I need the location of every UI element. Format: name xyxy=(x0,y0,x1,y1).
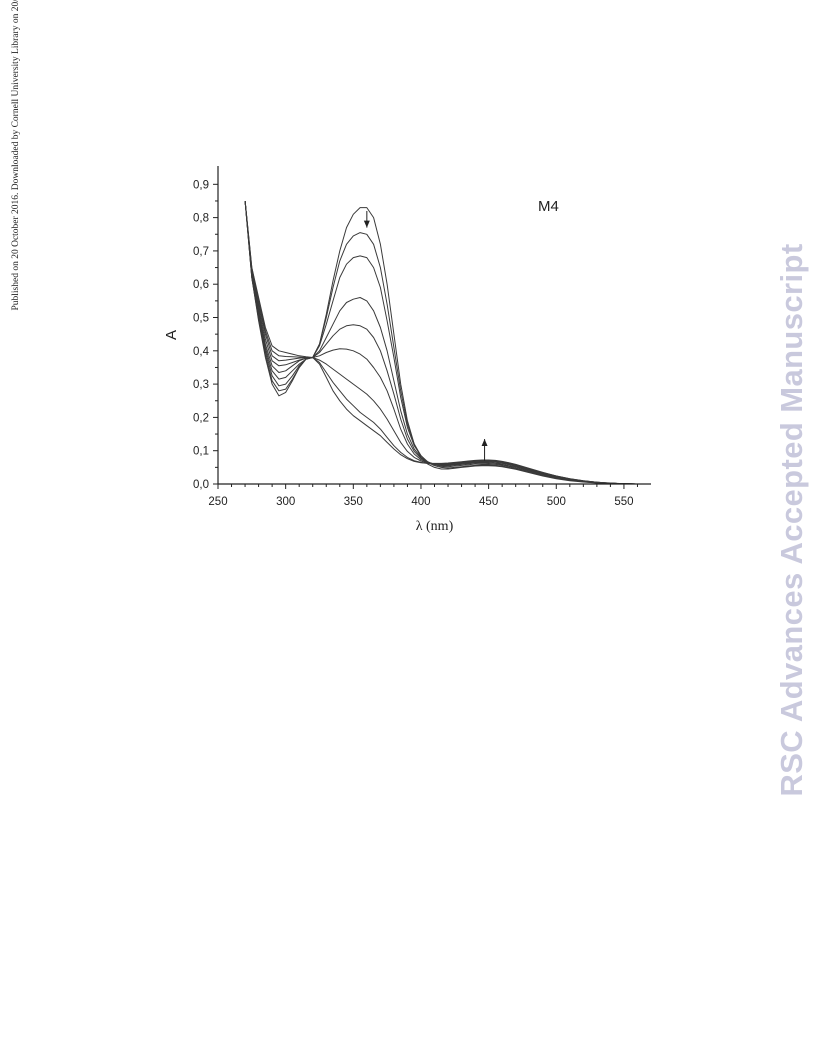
y-tick-label: 0,3 xyxy=(193,379,209,391)
trend-arrows xyxy=(363,210,488,461)
x-tick-label: 550 xyxy=(614,496,633,508)
arrow-head-up xyxy=(481,439,488,447)
x-tick-label: 300 xyxy=(276,496,295,508)
y-tick-label: 0,5 xyxy=(193,313,209,325)
spectra-curves xyxy=(244,200,651,485)
spectrum-line-1 xyxy=(244,200,651,485)
spectrum-line-4 xyxy=(244,200,651,485)
spectrum-line-3 xyxy=(244,200,651,485)
spectrum-line-9 xyxy=(244,200,651,485)
y-axis-label: A xyxy=(163,330,180,340)
y-tick-label: 0,6 xyxy=(193,279,209,291)
chart-axes: 0,0 0,1 0,2 0,3 0,4 0,5 0,6 0,7 0,8 0,9 250 300 350 4… xyxy=(193,166,651,508)
spectrum-line-5 xyxy=(244,200,651,485)
arrow-head-down xyxy=(363,220,370,228)
spectrum-line-8 xyxy=(244,200,651,485)
x-tick-label: 500 xyxy=(547,496,566,508)
x-tick-label: 450 xyxy=(479,496,498,508)
x-tick-label: 250 xyxy=(208,496,227,508)
x-tick-label: 400 xyxy=(411,496,430,508)
x-tick-label: 350 xyxy=(344,496,363,508)
y-tick-label: 0,0 xyxy=(193,479,209,491)
spectrum-line-2 xyxy=(244,200,651,485)
y-tick-label: 0,4 xyxy=(193,346,210,358)
y-tick-label: 0,9 xyxy=(193,179,209,191)
y-tick-label: 0,8 xyxy=(193,213,209,225)
spectrum-line-6 xyxy=(244,200,651,485)
y-tick-label: 0,1 xyxy=(193,446,209,458)
y-tick-label: 0,7 xyxy=(193,246,209,258)
spectrum-line-7 xyxy=(244,200,651,485)
x-axis-label: λ (nm) xyxy=(416,519,454,534)
chart-annotation: M4 xyxy=(538,198,559,215)
y-tick-label: 0,2 xyxy=(193,412,209,424)
